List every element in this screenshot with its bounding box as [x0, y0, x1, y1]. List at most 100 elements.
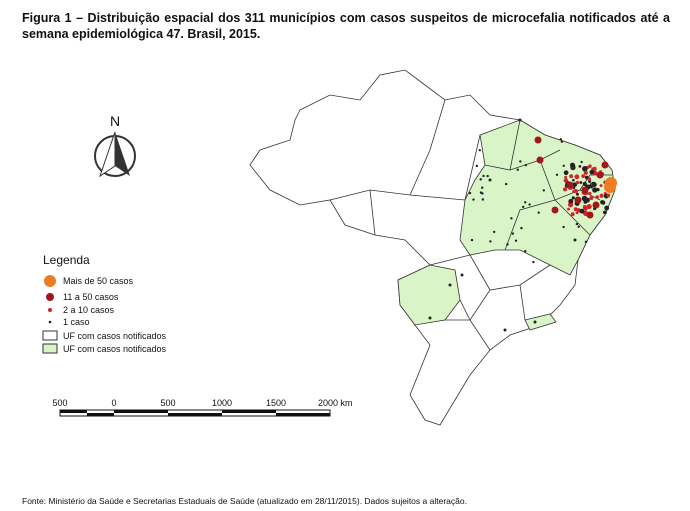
case-marker — [524, 249, 527, 253]
north-arrow-right — [115, 132, 130, 176]
brazil-map — [249, 69, 616, 426]
case-marker — [562, 225, 565, 229]
legend-symbol — [48, 320, 52, 324]
case-marker — [567, 207, 570, 211]
case-marker — [595, 195, 599, 199]
case-marker — [470, 238, 474, 242]
case-marker — [581, 195, 588, 202]
case-marker — [506, 243, 509, 246]
case-marker — [581, 174, 586, 179]
case-marker — [504, 182, 508, 186]
case-marker — [514, 239, 518, 242]
case-marker — [589, 185, 593, 189]
case-marker — [511, 232, 515, 235]
north-arrow: N — [94, 113, 136, 178]
scale-label: 0 — [111, 398, 116, 408]
scale-segment — [168, 413, 222, 416]
scale-label: 1000 — [212, 398, 232, 408]
notified-states — [459, 119, 616, 276]
case-marker — [572, 178, 575, 182]
case-markers — [428, 118, 617, 332]
case-marker — [588, 191, 592, 195]
case-marker — [562, 164, 565, 167]
legend-item: UF com casos notificados — [63, 331, 167, 341]
case-marker — [472, 198, 475, 201]
case-marker — [587, 177, 591, 181]
case-marker — [574, 196, 582, 204]
case-marker — [479, 178, 482, 181]
case-marker — [503, 328, 507, 332]
case-marker — [583, 206, 588, 211]
case-marker — [583, 170, 588, 175]
case-marker — [592, 187, 598, 193]
case-marker — [521, 205, 525, 209]
case-marker — [448, 283, 452, 287]
case-marker — [510, 217, 513, 220]
case-marker — [570, 212, 575, 217]
case-marker — [603, 210, 607, 215]
legend-item: 2 a 10 casos — [63, 305, 115, 315]
legend-symbol — [44, 275, 56, 287]
legend: Legenda Mais de 50 casos 11 a 50 casos 2… — [42, 253, 167, 354]
case-marker — [580, 160, 583, 164]
case-marker — [579, 208, 585, 214]
case-marker — [571, 196, 575, 200]
case-marker — [574, 174, 580, 180]
case-marker — [518, 118, 522, 122]
case-marker — [573, 238, 577, 242]
case-marker — [599, 184, 603, 188]
case-marker — [606, 193, 611, 198]
case-marker — [596, 171, 604, 179]
case-marker — [588, 179, 592, 184]
case-marker — [586, 211, 594, 219]
scale-label: 500 — [160, 398, 175, 408]
scale-label: 2000 km — [318, 398, 353, 408]
case-marker — [569, 174, 574, 179]
case-marker — [588, 164, 592, 168]
legend-item: 11 a 50 casos — [63, 292, 119, 302]
case-marker — [560, 140, 564, 143]
legend-item: UF com casos notificados — [63, 344, 167, 354]
case-marker — [478, 148, 482, 152]
case-marker — [486, 174, 489, 178]
scale-label: 1500 — [266, 398, 286, 408]
north-label: N — [110, 113, 120, 129]
case-marker — [579, 181, 583, 184]
case-marker — [596, 187, 600, 192]
legend-item: 1 caso — [63, 317, 90, 327]
case-marker — [604, 205, 610, 211]
case-marker — [569, 162, 576, 168]
case-marker — [584, 240, 588, 244]
case-marker — [520, 226, 523, 230]
case-marker — [563, 187, 567, 192]
case-marker — [601, 161, 609, 169]
case-marker — [468, 191, 472, 195]
scale-bar: 500 0 500 1000 1500 2000 km — [52, 398, 353, 417]
case-marker — [481, 186, 484, 189]
legend-title: Legenda — [43, 253, 90, 267]
case-marker — [575, 222, 579, 226]
case-marker — [519, 160, 522, 163]
case-marker — [592, 201, 600, 209]
case-marker — [460, 273, 464, 277]
case-marker — [532, 260, 535, 264]
case-marker — [582, 181, 587, 186]
case-marker — [528, 203, 531, 206]
case-marker — [582, 166, 588, 172]
case-marker — [516, 168, 519, 171]
case-marker — [563, 170, 569, 176]
case-marker — [575, 180, 580, 185]
case-marker — [488, 178, 492, 182]
north-arrow-left — [99, 131, 116, 178]
case-marker — [481, 198, 485, 201]
case-marker — [591, 181, 596, 186]
legend-symbol — [46, 293, 54, 301]
scale-segment — [114, 410, 168, 413]
case-marker — [604, 181, 616, 193]
case-marker — [563, 178, 569, 183]
scale-segment — [276, 413, 330, 416]
state-borders — [329, 99, 612, 351]
scale-segment — [87, 413, 114, 416]
